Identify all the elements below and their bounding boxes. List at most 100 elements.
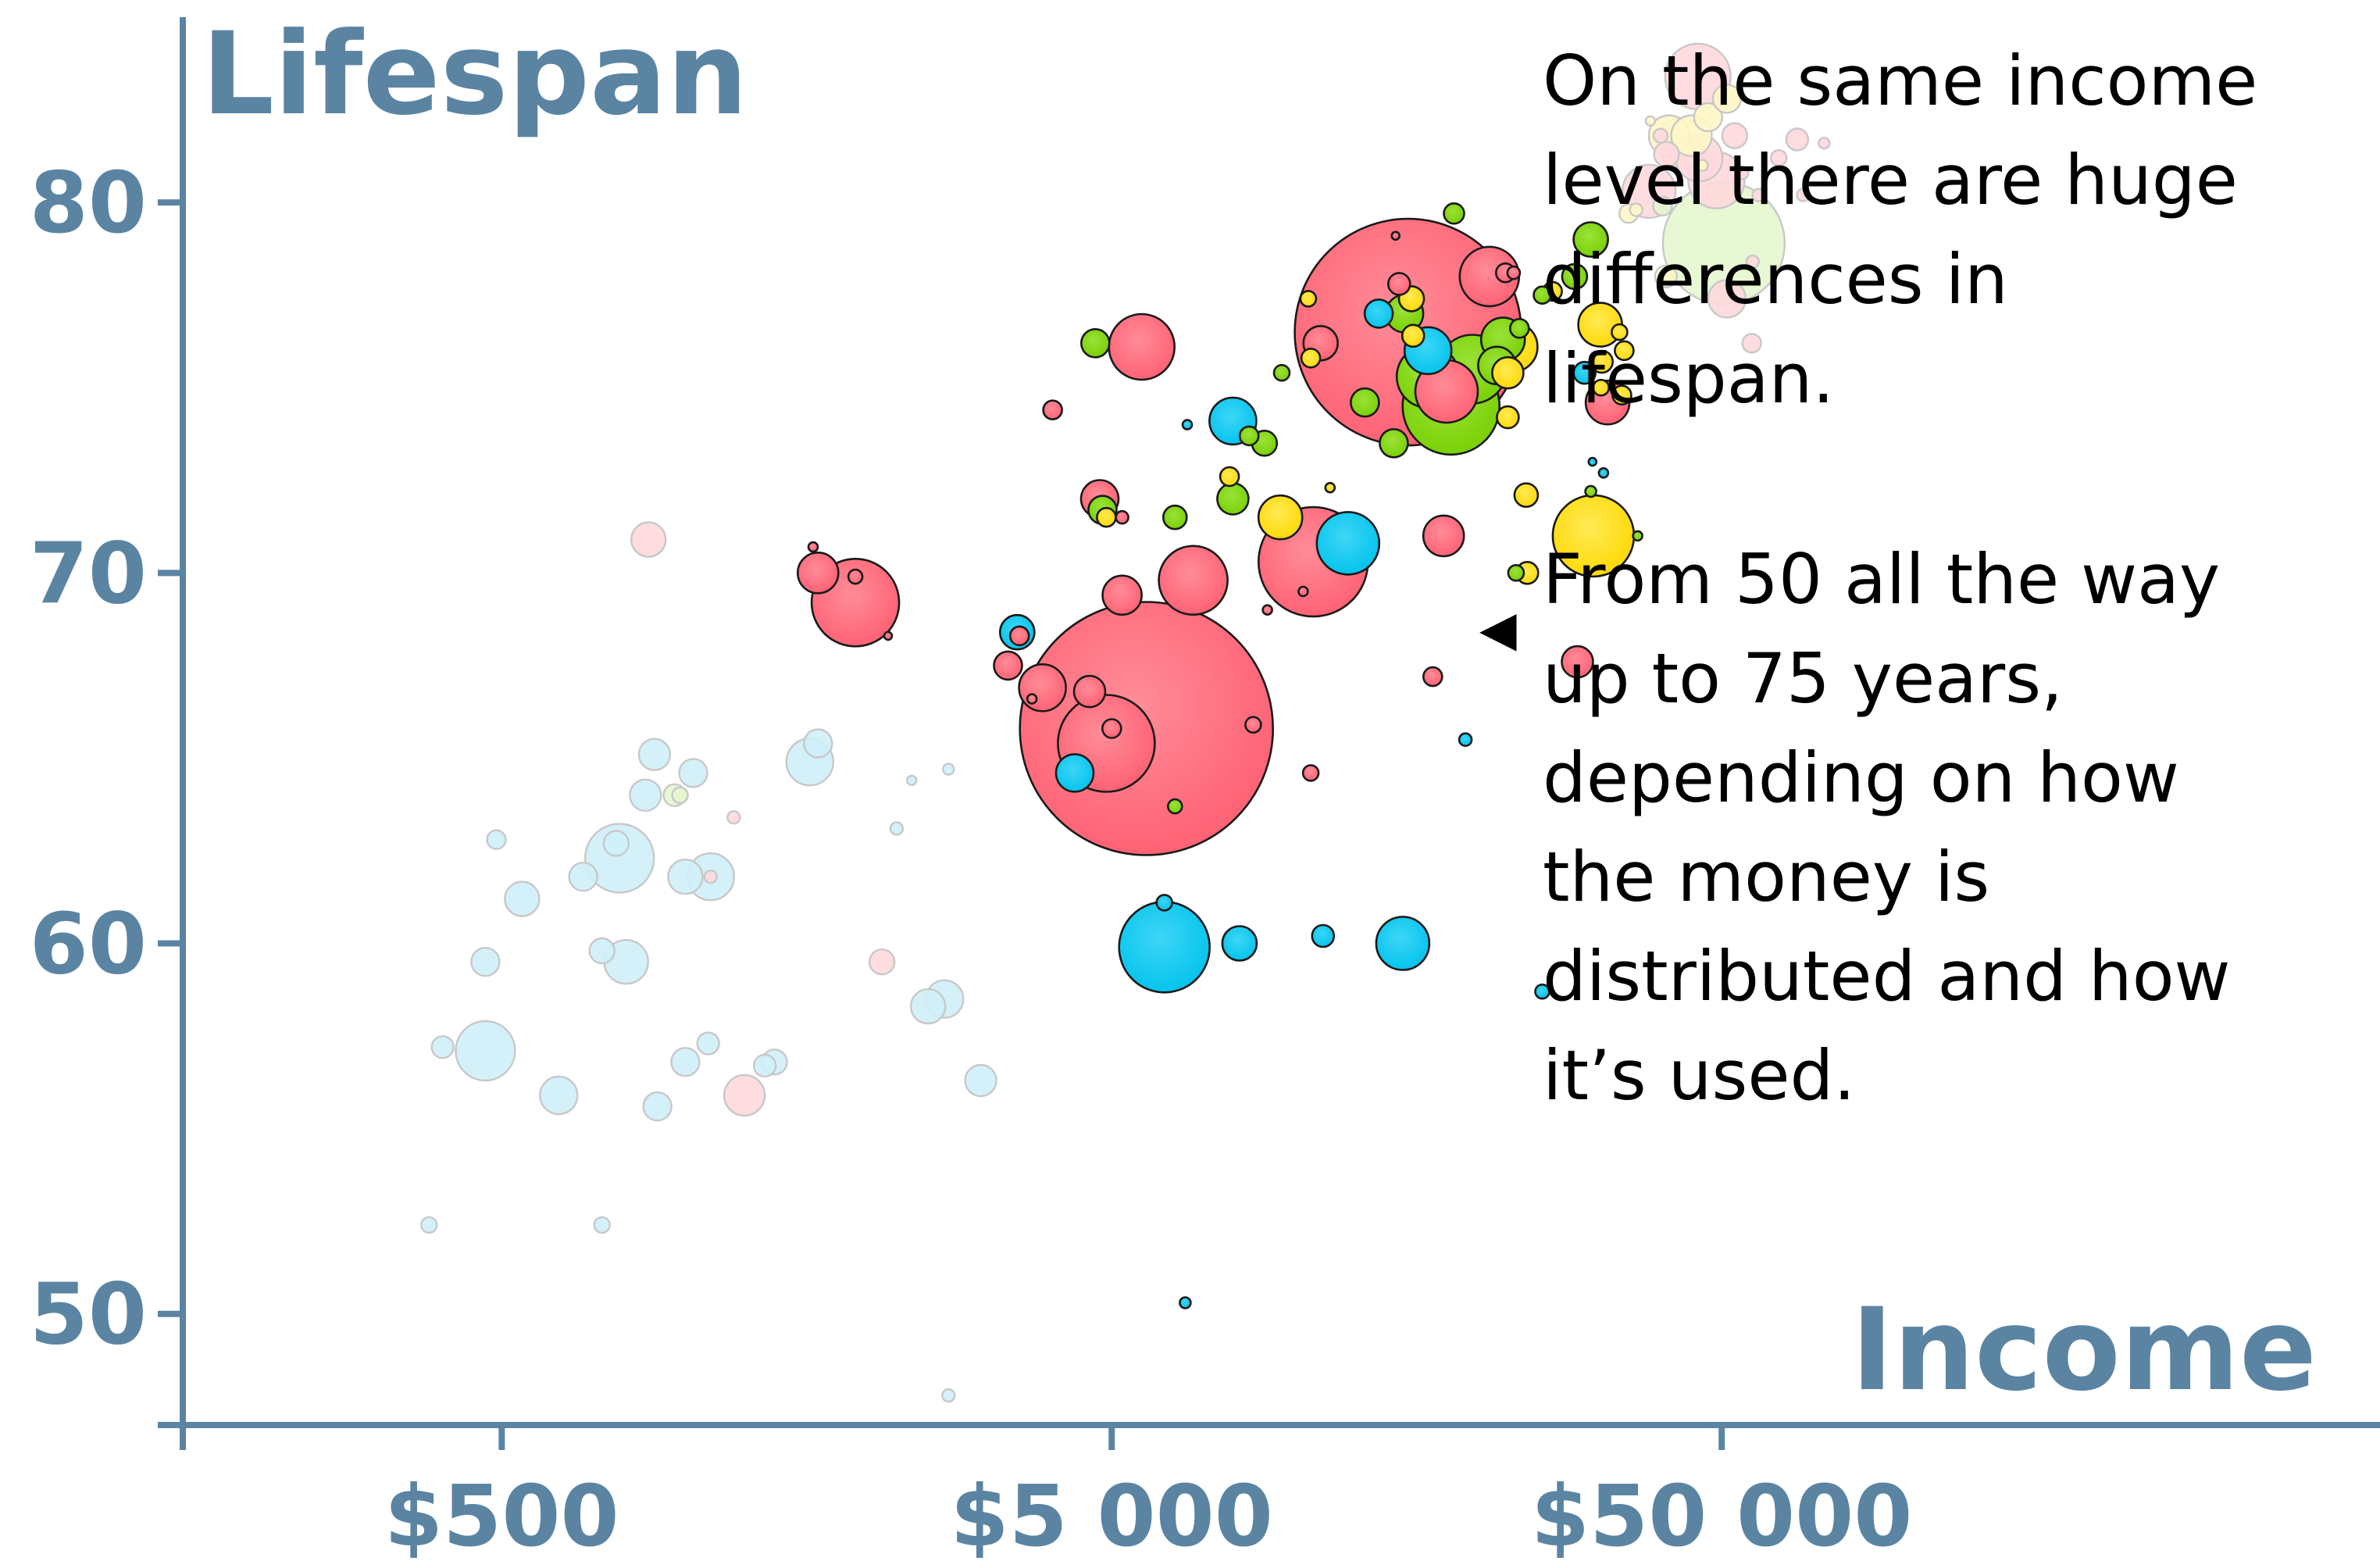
yellow-bubble xyxy=(1299,290,1318,308)
faded-blue-bubble xyxy=(455,1020,516,1082)
faded-blue-bubble xyxy=(430,1035,455,1059)
blue-bubble xyxy=(1597,466,1610,479)
faded-blue-bubble xyxy=(803,728,833,759)
blue-bubble xyxy=(1363,298,1394,329)
faded-blue-bubble xyxy=(588,937,616,965)
red-bubble xyxy=(1115,509,1129,525)
faded-green-bubble xyxy=(671,786,689,804)
faded-blue-bubble xyxy=(602,830,630,857)
green-bubble xyxy=(1509,317,1530,339)
red-bubble xyxy=(1158,545,1229,616)
faded-red-bubble xyxy=(1721,122,1749,149)
highlighted-bubbles xyxy=(797,202,1643,1309)
blue-bubble xyxy=(1587,456,1598,467)
faded-yellow-bubble xyxy=(1693,102,1724,133)
blue-bubble xyxy=(1179,1296,1192,1309)
faded-blue-bubble xyxy=(637,738,672,771)
yellow-bubble xyxy=(1491,355,1525,390)
faded-red-bubble xyxy=(723,1073,766,1117)
faded-red-bubble xyxy=(1735,165,1750,180)
faded-yellow-bubble xyxy=(1711,84,1743,114)
yellow-bubble xyxy=(1611,384,1632,406)
yellow-bubble xyxy=(1590,349,1614,374)
green-bubble xyxy=(1561,263,1589,291)
yellow-bubble xyxy=(1401,323,1426,348)
faded-blue-bubble xyxy=(678,758,708,788)
faded-blue-bubble xyxy=(670,1047,701,1077)
faded-blue-bubble xyxy=(593,1216,611,1234)
faded-red-bubble xyxy=(1769,148,1788,167)
red-bubble xyxy=(1101,718,1122,739)
y-tick-label: 50 xyxy=(30,1266,147,1364)
faded-yellow-bubble xyxy=(1644,115,1657,127)
red-bubble xyxy=(993,650,1023,681)
blue-bubble xyxy=(1458,732,1473,748)
faded-blue-bubble xyxy=(667,858,704,895)
faded-blue-bubble xyxy=(889,821,905,836)
blue-bubble xyxy=(1118,901,1211,994)
red-bubble xyxy=(1101,574,1143,616)
yellow-bubble xyxy=(1496,405,1520,430)
yellow-bubble xyxy=(1592,378,1610,397)
green-bubble xyxy=(1572,221,1609,258)
yellow-bubble xyxy=(1300,347,1322,369)
blue-bubble xyxy=(1572,360,1597,385)
faded-blue-bubble xyxy=(420,1216,438,1234)
faded-red-bubble xyxy=(1751,188,1766,202)
y-tick-label: 80 xyxy=(30,155,147,252)
faded-bubbles xyxy=(420,42,1831,1403)
green-bubble xyxy=(1272,363,1291,382)
yellow-bubble xyxy=(1611,323,1629,341)
green-bubble xyxy=(1080,327,1111,359)
faded-red-bubble xyxy=(1741,333,1762,354)
red-bubble xyxy=(1506,265,1522,280)
blue-bubble xyxy=(1315,511,1381,576)
red-bubble xyxy=(1387,272,1411,296)
red-bubble xyxy=(807,541,819,553)
yellow-bubble xyxy=(1219,466,1240,488)
green-bubble xyxy=(1443,202,1465,225)
yellow-bubble xyxy=(1257,494,1304,541)
faded-red-bubble xyxy=(1796,188,1811,202)
axes xyxy=(158,17,2380,1428)
red-bubble xyxy=(1422,514,1465,558)
green-bubble xyxy=(1632,530,1643,542)
faded-green-bubble xyxy=(1652,195,1673,216)
red-bubble xyxy=(1261,604,1273,616)
faded-red-bubble xyxy=(868,948,896,976)
faded-blue-bubble xyxy=(942,763,955,776)
red-bubble xyxy=(1008,625,1030,647)
red-bubble xyxy=(1108,313,1176,381)
red-bubble xyxy=(1042,399,1063,421)
red-bubble xyxy=(1018,663,1067,713)
faded-red-bubble xyxy=(726,810,741,825)
faded-blue-bubble xyxy=(584,823,655,894)
blue-bubble xyxy=(1375,916,1431,971)
faded-yellow-bubble xyxy=(1629,202,1643,217)
y-tick-label: 60 xyxy=(30,896,147,994)
yellow-bubble xyxy=(1513,482,1540,509)
blue-bubble xyxy=(1181,419,1194,430)
faded-blue-bubble xyxy=(470,946,501,977)
red-bubble xyxy=(1422,666,1443,688)
faded-red-bubble xyxy=(1652,127,1669,144)
x-axis-title: Income xyxy=(1851,1284,2317,1416)
faded-yellow-bubble xyxy=(1696,159,1709,172)
yellow-bubble xyxy=(1096,506,1117,528)
faded-red-bubble xyxy=(1745,254,1761,270)
green-bubble xyxy=(1379,427,1409,459)
x-tick-label: $5 000 xyxy=(951,1468,1273,1566)
yellow-bubble xyxy=(1324,481,1336,494)
red-bubble xyxy=(1244,716,1262,734)
faded-blue-bubble xyxy=(504,880,541,917)
faded-yellow-bubble xyxy=(1654,264,1679,289)
red-bubble xyxy=(1561,645,1594,679)
red-bubble xyxy=(1072,674,1107,709)
faded-blue-bubble xyxy=(642,1091,673,1122)
red-bubble xyxy=(883,630,894,641)
red-bubble xyxy=(847,568,864,585)
yellow-bubble xyxy=(1614,340,1635,362)
blue-bubble xyxy=(1534,983,1550,1000)
annotation-paragraph-1: On the same income level there are huge … xyxy=(1543,41,2258,419)
